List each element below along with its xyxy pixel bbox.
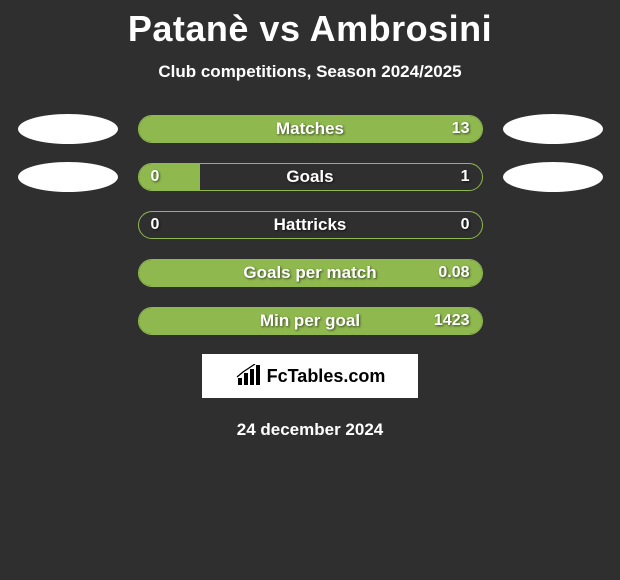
stat-row: Goals per match0.08 [0, 258, 620, 288]
stat-bar: Goals per match0.08 [138, 259, 483, 287]
stat-label: Hattricks [139, 212, 482, 238]
stat-bar: Matches13 [138, 115, 483, 143]
spacer [503, 210, 603, 240]
spacer [18, 306, 118, 336]
stat-bar: Hattricks0 0 [138, 211, 483, 239]
player-left-marker [18, 162, 118, 192]
stat-rows-container: Matches13Goals01Hattricks00Goals per mat… [0, 114, 620, 336]
stat-bar: Min per goal1423 [138, 307, 483, 335]
stat-row: Goals01 [0, 162, 620, 192]
stat-value-right: 13 [452, 116, 470, 142]
stat-value-right: 0 [461, 212, 470, 238]
source-logo[interactable]: FcTables.com [202, 354, 418, 398]
bar-fill [139, 116, 482, 142]
player-right-marker [503, 114, 603, 144]
bar-chart-icon [235, 364, 263, 388]
page-title: Patanè vs Ambrosini [0, 8, 620, 50]
spacer [18, 258, 118, 288]
bar-fill [139, 164, 201, 190]
bar-fill [139, 260, 482, 286]
logo-text: FcTables.com [267, 366, 386, 387]
spacer [503, 306, 603, 336]
stat-value-right: 1 [461, 164, 470, 190]
stat-value-left: 0 [151, 212, 160, 238]
player-right-marker [503, 162, 603, 192]
stat-row: Matches13 [0, 114, 620, 144]
bar-fill [139, 308, 482, 334]
comparison-widget: Patanè vs Ambrosini Club competitions, S… [0, 0, 620, 440]
player-left-marker [18, 114, 118, 144]
stat-value-right: 1423 [434, 308, 470, 334]
spacer [18, 210, 118, 240]
stat-bar: Goals01 [138, 163, 483, 191]
generation-date: 24 december 2024 [0, 420, 620, 440]
subtitle: Club competitions, Season 2024/2025 [0, 62, 620, 82]
spacer [503, 258, 603, 288]
stat-row: Hattricks0 0 [0, 210, 620, 240]
stat-value-left: 0 [151, 164, 160, 190]
stat-value-right: 0.08 [438, 260, 469, 286]
stat-row: Min per goal1423 [0, 306, 620, 336]
